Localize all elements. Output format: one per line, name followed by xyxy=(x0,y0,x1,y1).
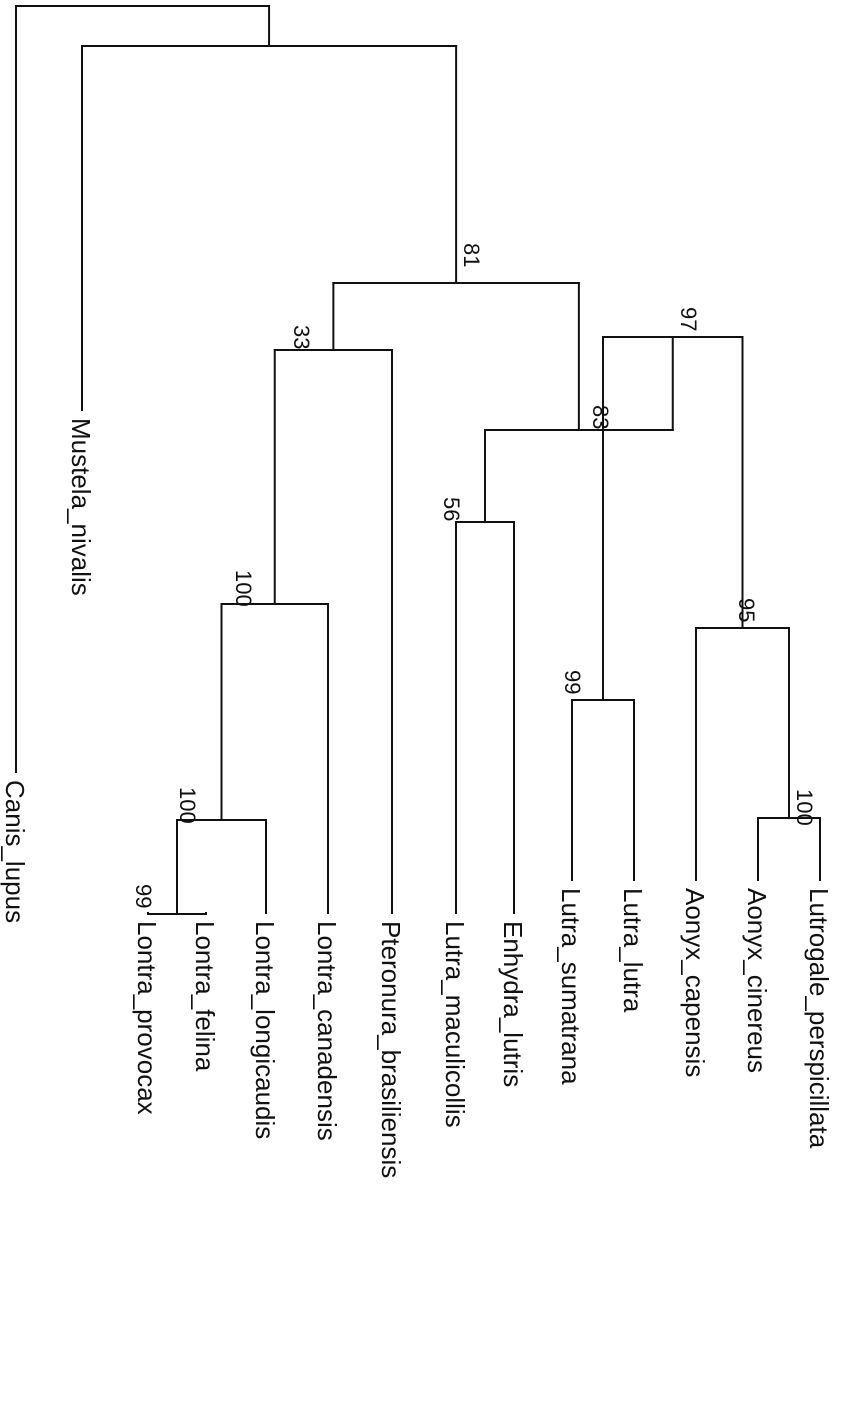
tip-label-felina: Lontra_felina xyxy=(190,921,220,1072)
tip-label-cinereus: Aonyx_cinereus xyxy=(742,888,772,1073)
support-label-n56: 56 xyxy=(439,497,464,521)
tip-label-lutra: Lutra_lutra xyxy=(618,888,648,1013)
support-label-n99b: 99 xyxy=(560,670,585,694)
support-label-n100a: 100 xyxy=(231,570,256,607)
tip-label-maculicollis: Lutra_maculicollis xyxy=(440,921,470,1128)
tip-label-longicaudis: Lontra_longicaudis xyxy=(250,921,280,1139)
support-label-n97: 97 xyxy=(676,307,701,331)
support-label-n83: 83 xyxy=(588,405,613,429)
tip-label-perspicillata: Lutrogale_perspicillata xyxy=(804,888,834,1149)
support-label-n95: 95 xyxy=(734,598,759,622)
support-labels: 81 33 100 100 99 83 56 97 99 95 100 xyxy=(131,243,817,908)
tip-label-canadensis: Lontra_canadensis xyxy=(312,921,342,1141)
tip-label-capensis: Aonyx_capensis xyxy=(680,888,710,1077)
tip-label-enhydra: Enhydra_lutris xyxy=(498,921,528,1087)
tip-label-provocax: Lontra_provocax xyxy=(132,921,162,1115)
support-label-n33: 33 xyxy=(289,325,314,349)
tree-branches xyxy=(15,5,821,915)
support-label-n100b: 100 xyxy=(175,787,200,824)
support-label-n100c: 100 xyxy=(792,789,817,826)
tip-label-pteronura: Pteronura_brasiliensis xyxy=(376,921,406,1178)
tip-labels: Canis_lupus Mustela_nivalis Lontra_provoca… xyxy=(0,418,834,1178)
tip-label-mustela: Mustela_nivalis xyxy=(66,418,96,596)
tip-label-sumatrana: Lutra_sumatrana xyxy=(556,888,586,1085)
support-label-n81: 81 xyxy=(459,243,484,267)
support-label-n99a: 99 xyxy=(131,884,156,908)
tip-label-canis: Canis_lupus xyxy=(0,780,30,923)
